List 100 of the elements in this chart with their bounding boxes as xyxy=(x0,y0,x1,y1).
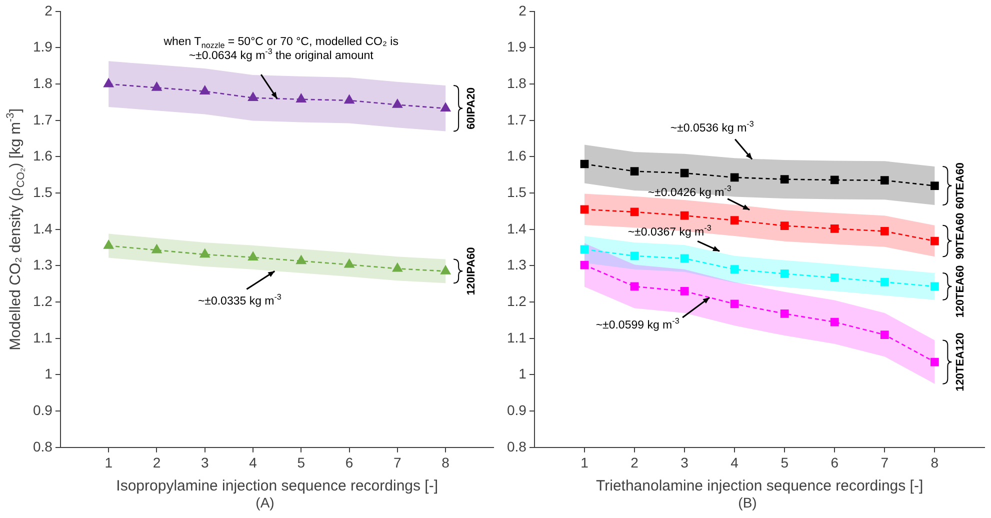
point xyxy=(930,358,939,366)
x-tick-label: 6 xyxy=(830,454,839,471)
y-tick-label: 1.4 xyxy=(32,220,53,236)
y-tick-label: 1.6 xyxy=(506,148,527,164)
text: 90TEA60 xyxy=(954,212,967,260)
point xyxy=(152,244,162,254)
x-axis-title: Triethanolamine injection sequence recordings [-] xyxy=(596,477,924,494)
y-tick-label: 1.2 xyxy=(506,292,527,309)
point xyxy=(880,330,889,339)
text: 120TEA60 xyxy=(954,265,967,318)
y-tick-label: 0.8 xyxy=(32,438,53,454)
x-tick-label: 4 xyxy=(730,454,739,471)
x-tick-label: 7 xyxy=(880,454,889,471)
x-axis-title: Isopropylamine injection sequence recordings [-] xyxy=(116,477,438,494)
point xyxy=(930,236,939,246)
text: (A) xyxy=(256,494,274,510)
point xyxy=(830,224,839,233)
x-tick-label: 3 xyxy=(200,454,209,471)
y-tick-label: 1 xyxy=(44,366,53,382)
x-tick-label: 7 xyxy=(394,454,402,471)
point xyxy=(580,160,589,168)
y-tick-label: 1.6 xyxy=(32,148,53,164)
text: 60TEA60 xyxy=(954,162,967,210)
point xyxy=(200,86,210,94)
point xyxy=(344,258,354,268)
point xyxy=(630,252,639,260)
point xyxy=(830,274,839,282)
y-tick-label: 1.7 xyxy=(32,111,53,128)
point xyxy=(104,240,114,249)
point xyxy=(104,78,114,88)
point xyxy=(730,216,739,224)
point xyxy=(780,222,789,230)
x-tick-label: 6 xyxy=(345,454,354,471)
point xyxy=(830,318,839,326)
x-tick-label: 5 xyxy=(780,454,789,471)
y-tick-label: 1.8 xyxy=(506,74,527,91)
point xyxy=(248,252,258,261)
text: 120IPA60 xyxy=(466,247,478,296)
point xyxy=(930,282,939,291)
y-tick-label: 0.9 xyxy=(32,402,53,418)
x-tick-label: 8 xyxy=(930,454,939,471)
point xyxy=(440,102,451,112)
point xyxy=(930,182,939,190)
x-tick-label: 3 xyxy=(680,454,689,471)
point xyxy=(880,227,889,236)
point xyxy=(730,265,739,274)
y-tick-label: 2 xyxy=(518,2,527,18)
point xyxy=(680,168,689,178)
point xyxy=(392,99,402,108)
y-tick-label: 1.2 xyxy=(32,292,53,309)
y-tick-label: 2 xyxy=(44,2,53,18)
x-tick-label: 5 xyxy=(297,454,306,471)
point xyxy=(296,255,306,264)
y-tick-label: 1.8 xyxy=(32,74,53,91)
point xyxy=(880,176,889,185)
x-tick-label: 8 xyxy=(442,454,450,471)
y-tick-label: 1.3 xyxy=(506,256,527,273)
point xyxy=(580,245,589,254)
point xyxy=(344,94,354,104)
point xyxy=(780,175,789,184)
y-tick-label: 1 xyxy=(518,366,527,382)
y-tick-label: 1.1 xyxy=(32,329,53,346)
point xyxy=(630,208,639,216)
y-tick-label: 1.9 xyxy=(506,38,527,55)
y-tick-label: 0.9 xyxy=(506,402,527,418)
point xyxy=(880,278,889,286)
y-tick-label: 0.8 xyxy=(506,438,527,454)
x-tick-label: 2 xyxy=(152,454,161,471)
y-axis-title: Modelled CO₂ density (ρCO₂) [kg m-3] xyxy=(4,108,28,350)
point xyxy=(730,173,739,182)
point xyxy=(580,205,589,214)
point xyxy=(580,260,589,270)
point xyxy=(730,300,739,308)
point xyxy=(392,262,402,272)
y-tick-label: 1.9 xyxy=(32,38,53,55)
text: (B) xyxy=(738,494,757,510)
x-tick-label: 1 xyxy=(580,454,589,471)
point xyxy=(630,167,639,176)
x-tick-label: 2 xyxy=(630,454,639,471)
text: 120TEA120 xyxy=(954,332,967,392)
point xyxy=(296,94,306,102)
point xyxy=(248,92,258,102)
x-tick-label: 4 xyxy=(249,454,258,471)
x-tick-label: 1 xyxy=(104,454,113,471)
point xyxy=(630,282,639,291)
point xyxy=(680,211,689,220)
y-tick-label: 1.3 xyxy=(32,256,53,273)
point xyxy=(780,270,789,278)
point xyxy=(680,254,689,263)
y-tick-label: 1.7 xyxy=(506,111,527,128)
y-tick-label: 1.5 xyxy=(32,184,53,200)
point xyxy=(680,286,689,296)
point xyxy=(152,82,162,91)
text: 60IPA20 xyxy=(466,87,478,130)
y-tick-label: 1.5 xyxy=(506,184,527,200)
y-tick-label: 1.1 xyxy=(506,329,527,346)
point xyxy=(830,176,839,184)
point xyxy=(200,248,210,258)
y-tick-label: 1.4 xyxy=(506,220,527,236)
point xyxy=(780,310,789,318)
